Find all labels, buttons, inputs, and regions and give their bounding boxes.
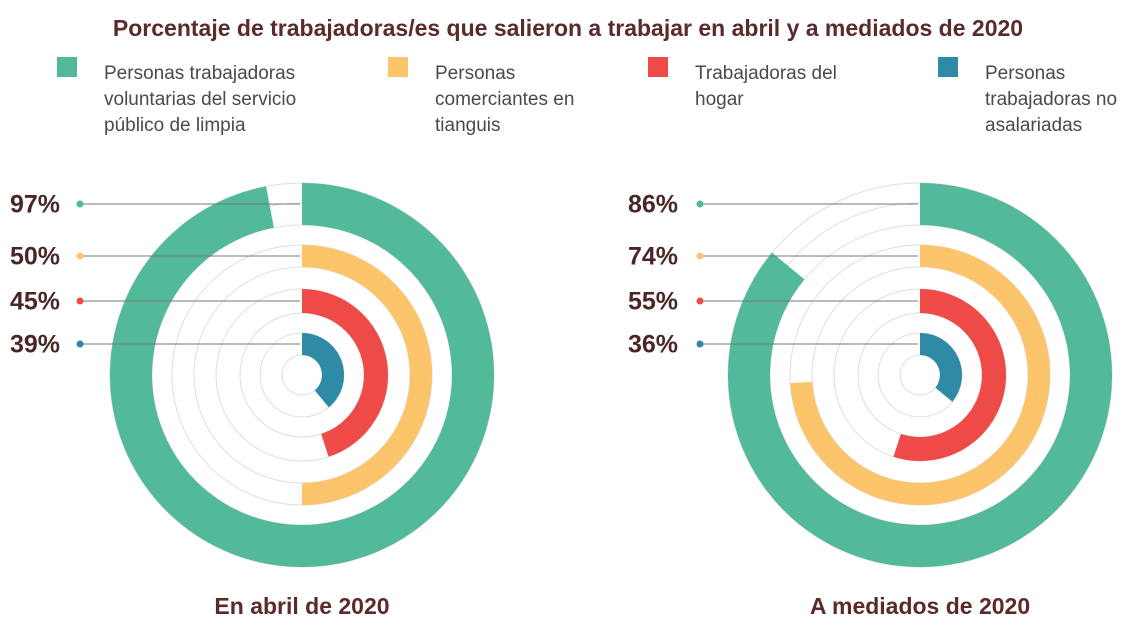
value-label: 39%	[10, 331, 60, 359]
chart-subtitle: En abril de 2020	[214, 593, 389, 617]
leader-dot	[76, 297, 84, 305]
value-label: 97%	[10, 191, 60, 219]
legend-swatch	[57, 57, 77, 77]
value-label: 86%	[628, 191, 678, 219]
legend-swatch	[648, 57, 668, 77]
leader-dot	[696, 252, 704, 260]
guide-circle	[239, 312, 365, 438]
radial-bar	[893, 289, 1006, 461]
value-label: 50%	[10, 243, 60, 271]
radial-bar	[790, 245, 1050, 505]
legend-swatch	[388, 57, 408, 77]
guide-circle	[857, 312, 983, 438]
leader-dot	[696, 297, 704, 305]
value-label: 55%	[628, 288, 678, 316]
leader-dot	[696, 340, 704, 348]
radial-bar	[110, 183, 495, 567]
legend-label: Personas trabajadoras voluntarias del se…	[104, 63, 297, 136]
radial-bar	[302, 289, 388, 457]
leader-dot	[76, 340, 84, 348]
value-label: 45%	[10, 288, 60, 316]
guide-circle	[769, 224, 1071, 526]
chart-subtitle: A mediados de 2020	[810, 593, 1030, 617]
guide-circle	[899, 354, 941, 396]
legend-label: Personas trabajadoras no asalariadas	[985, 63, 1118, 136]
chart-title: Porcentaje de trabajadoras/es que salier…	[113, 15, 1023, 41]
value-label: 74%	[628, 243, 678, 271]
guide-circle	[281, 354, 323, 396]
value-label: 36%	[628, 331, 678, 359]
radial-bar	[727, 183, 1112, 567]
legend-label: Personas comerciantes en tianguis	[435, 63, 575, 136]
leader-dot	[696, 200, 704, 208]
radial-bar	[302, 333, 344, 408]
radial-bar	[302, 245, 432, 505]
leader-dot	[76, 200, 84, 208]
legend-label: Trabajadoras del hogar	[695, 63, 837, 110]
radial-bar	[920, 333, 963, 402]
guide-circle	[151, 224, 453, 526]
leader-dot	[76, 252, 84, 260]
legend-swatch	[938, 57, 958, 77]
